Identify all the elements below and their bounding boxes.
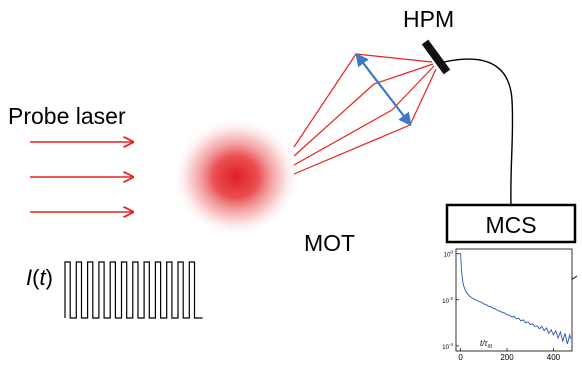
- inset-plot-frame: [455, 248, 573, 352]
- y-tick-label: 10-2: [442, 296, 453, 305]
- intensity-symbol: I: [26, 265, 32, 290]
- probe-laser-arrows: [30, 142, 133, 212]
- intensity-paren-close: ): [46, 265, 53, 290]
- fluorescence-rays: [293, 53, 437, 175]
- x-tick-label: 0: [458, 353, 463, 362]
- fluorescence-ray: [293, 124, 411, 175]
- probe-laser-label: Probe laser: [8, 103, 126, 129]
- hpm-detector: [421, 39, 451, 75]
- fluorescence-ray: [293, 109, 393, 166]
- inset-xlabel-main: t/τ: [480, 339, 488, 348]
- mot-cloud: [172, 117, 300, 237]
- mcs-label: MCS: [485, 212, 536, 238]
- mcs-box: [445, 203, 577, 244]
- inset-series: [456, 253, 572, 345]
- collected-ray: [355, 53, 433, 63]
- intensity-arg: t: [39, 265, 46, 290]
- y-tick-label: 10-4: [442, 342, 453, 351]
- inset-xlabel: t/τat: [480, 339, 492, 350]
- fluorescence-ray: [293, 53, 357, 148]
- y-tick-label: 100: [444, 250, 454, 259]
- hpm-label: HPM: [403, 6, 454, 32]
- signal-cable: [443, 58, 514, 206]
- x-tick-label: 400: [547, 353, 561, 362]
- collected-ray: [409, 68, 437, 126]
- mot-label: MOT: [304, 230, 355, 256]
- collected-ray: [373, 63, 434, 85]
- intensity-label: I(t): [26, 265, 53, 290]
- decay-series-line: [456, 253, 572, 345]
- pulse-train: [64, 261, 203, 319]
- x-tick-label: 200: [500, 353, 514, 362]
- intensity-paren-open: (: [32, 265, 40, 290]
- inset-decay-chart: 0 200 400 100 10-2 10-4 t/τat: [442, 248, 573, 362]
- collection-lens: [355, 52, 412, 127]
- inset-xlabel-sub: at: [487, 344, 492, 350]
